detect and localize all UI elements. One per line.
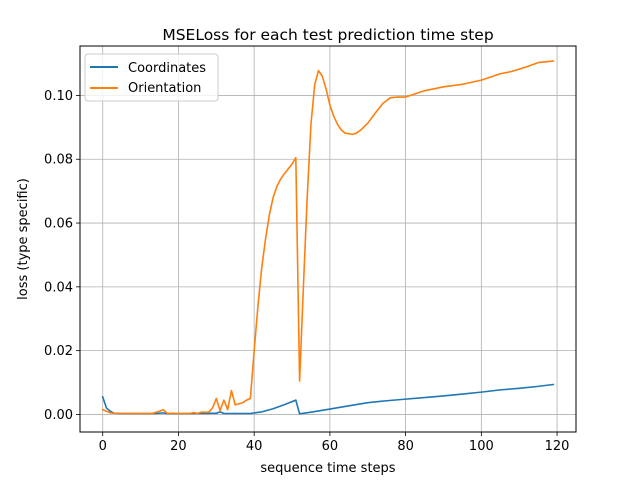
y-tick-label: 0.08 [44, 153, 73, 168]
plot-lines [101, 60, 555, 415]
y-axis-label: loss (type specific) [16, 178, 31, 300]
y-tick-label: 0.10 [44, 89, 73, 104]
y-tick-label: 0.02 [44, 344, 73, 359]
y-tick-label: 0.04 [44, 280, 73, 295]
legend: Coordinates Orientation [84, 53, 219, 102]
x-tick-label: 40 [246, 439, 263, 454]
x-axis-label: sequence time steps [260, 461, 395, 476]
plot-frame [79, 45, 577, 433]
series-line-orientation [101, 60, 555, 415]
legend-label-coordinates: Coordinates [128, 61, 206, 76]
legend-box [84, 53, 219, 102]
x-tick-label: 120 [545, 439, 570, 454]
x-tick-label: 80 [397, 439, 414, 454]
x-tick-label: 20 [170, 439, 187, 454]
legend-label-orientation: Orientation [128, 81, 201, 96]
y-tick-label: 0.06 [44, 217, 73, 232]
chart-title: MSELoss for each test prediction time st… [162, 26, 493, 44]
grid [80, 46, 576, 432]
x-tick-label: 100 [469, 439, 494, 454]
y-tick-label: 0.00 [44, 408, 73, 423]
axis-ticks: 0 20 40 60 80 100 120 0.00 0.02 0.04 0.06 0.08 0.10 [44, 89, 569, 454]
x-tick-label: 60 [322, 439, 339, 454]
x-tick-label: 0 [99, 439, 107, 454]
